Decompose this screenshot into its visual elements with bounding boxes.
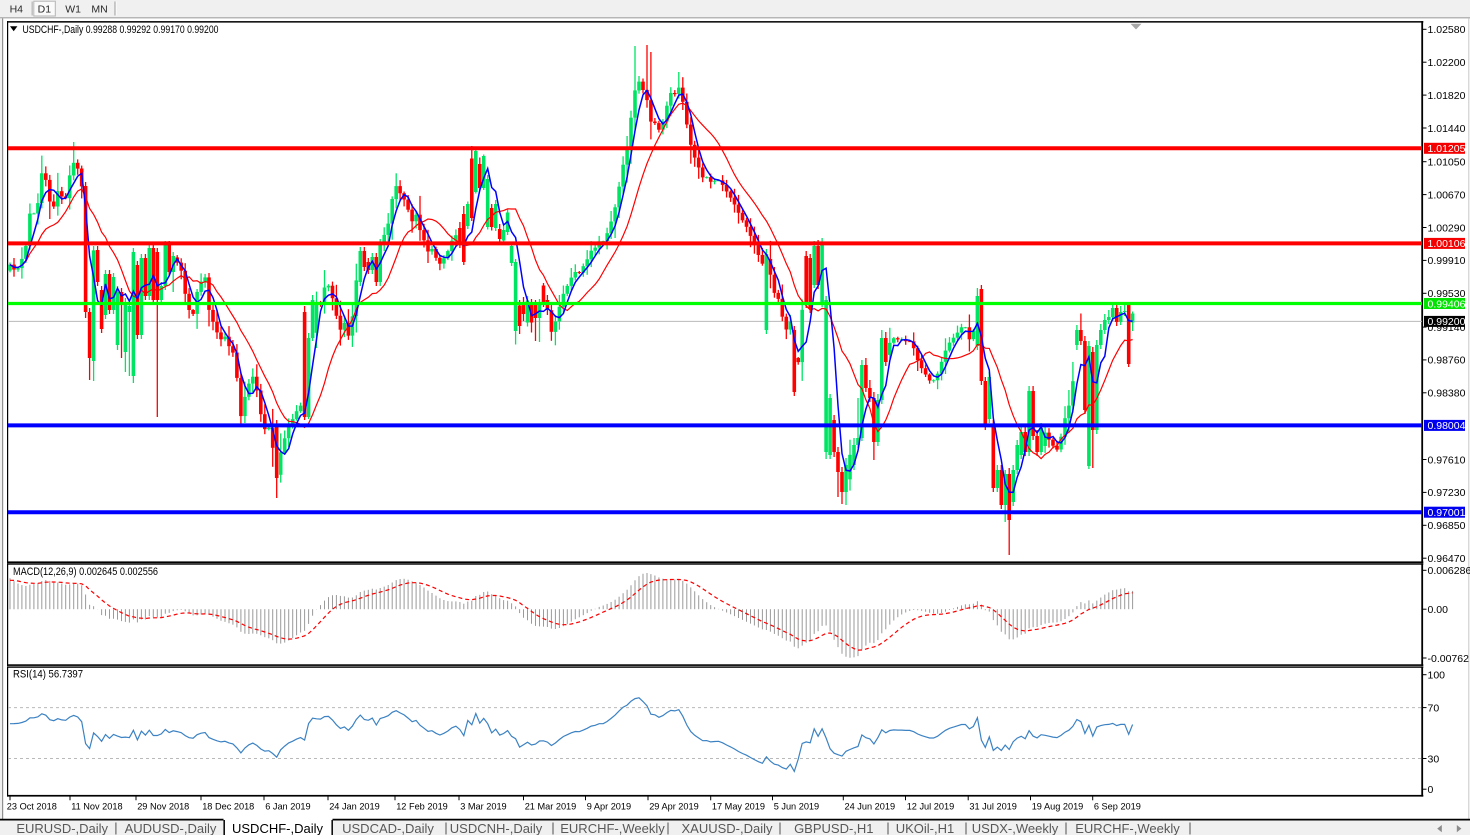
svg-text:70: 70 bbox=[1428, 702, 1440, 714]
svg-text:24 Jun 2019: 24 Jun 2019 bbox=[845, 801, 896, 811]
svg-text:31 Jul 2019: 31 Jul 2019 bbox=[969, 801, 1017, 811]
svg-text:MACD(12,26,9) 0.002645 0.00255: MACD(12,26,9) 0.002645 0.002556 bbox=[13, 566, 158, 578]
svg-text:H4: H4 bbox=[10, 3, 24, 15]
svg-text:USDCNH-,Daily: USDCNH-,Daily bbox=[450, 821, 543, 835]
svg-text:EURUSD-,Daily: EURUSD-,Daily bbox=[16, 821, 108, 835]
svg-text:GBPUSD-,H1: GBPUSD-,H1 bbox=[794, 821, 873, 835]
svg-text:XAUUSD-,Daily: XAUUSD-,Daily bbox=[681, 821, 773, 835]
svg-text:USDCHF-,Daily: USDCHF-,Daily bbox=[232, 821, 324, 835]
svg-text:0.97001: 0.97001 bbox=[1428, 507, 1466, 519]
svg-text:3 Mar 2019: 3 Mar 2019 bbox=[460, 801, 506, 811]
svg-text:1.01440: 1.01440 bbox=[1428, 123, 1466, 135]
svg-text:1.00106: 1.00106 bbox=[1428, 238, 1466, 250]
svg-text:EURCHF-,Weekly: EURCHF-,Weekly bbox=[560, 821, 665, 835]
svg-text:W1: W1 bbox=[65, 3, 81, 15]
svg-text:29 Apr 2019: 29 Apr 2019 bbox=[649, 801, 699, 811]
svg-text:0.96470: 0.96470 bbox=[1428, 553, 1466, 565]
svg-text:USDX-,Weekly: USDX-,Weekly bbox=[972, 821, 1059, 835]
svg-text:11 Nov 2018: 11 Nov 2018 bbox=[71, 801, 122, 811]
svg-text:23 Oct 2018: 23 Oct 2018 bbox=[7, 801, 57, 811]
svg-text:0.00: 0.00 bbox=[1428, 604, 1449, 616]
svg-text:1.01050: 1.01050 bbox=[1428, 157, 1466, 169]
svg-text:9 Apr 2019: 9 Apr 2019 bbox=[587, 801, 631, 811]
svg-text:USDCAD-,Daily: USDCAD-,Daily bbox=[342, 821, 434, 835]
svg-text:RSI(14) 56.7397: RSI(14) 56.7397 bbox=[13, 669, 83, 681]
svg-text:1.00290: 1.00290 bbox=[1428, 222, 1466, 234]
svg-text:18 Dec 2018: 18 Dec 2018 bbox=[202, 801, 254, 811]
svg-text:100: 100 bbox=[1428, 670, 1446, 682]
svg-text:5 Jun 2019: 5 Jun 2019 bbox=[774, 801, 819, 811]
svg-text:0.98760: 0.98760 bbox=[1428, 355, 1466, 367]
svg-text:-0.00762: -0.00762 bbox=[1428, 653, 1470, 665]
svg-text:0.97610: 0.97610 bbox=[1428, 454, 1466, 466]
svg-text:D1: D1 bbox=[38, 3, 52, 15]
svg-text:17 May 2019: 17 May 2019 bbox=[712, 801, 765, 811]
svg-text:19 Aug 2019: 19 Aug 2019 bbox=[1032, 801, 1084, 811]
svg-text:24 Jan 2019: 24 Jan 2019 bbox=[329, 801, 380, 811]
svg-text:6 Sep 2019: 6 Sep 2019 bbox=[1094, 801, 1141, 811]
svg-text:0.96850: 0.96850 bbox=[1428, 520, 1466, 532]
svg-text:21 Mar 2019: 21 Mar 2019 bbox=[525, 801, 577, 811]
svg-text:0.98380: 0.98380 bbox=[1428, 388, 1466, 400]
svg-text:30: 30 bbox=[1428, 753, 1440, 765]
svg-text:0.99910: 0.99910 bbox=[1428, 255, 1466, 267]
svg-text:1.02200: 1.02200 bbox=[1428, 57, 1466, 69]
svg-text:1.02580: 1.02580 bbox=[1428, 24, 1466, 36]
svg-text:1.01820: 1.01820 bbox=[1428, 90, 1466, 102]
svg-text:MN: MN bbox=[91, 3, 107, 15]
svg-text:12 Jul 2019: 12 Jul 2019 bbox=[907, 801, 955, 811]
svg-text:1.01205: 1.01205 bbox=[1428, 143, 1466, 155]
svg-text:AUDUSD-,Daily: AUDUSD-,Daily bbox=[125, 821, 217, 835]
svg-text:0.98004: 0.98004 bbox=[1428, 420, 1466, 432]
svg-text:0.006286: 0.006286 bbox=[1428, 565, 1470, 577]
svg-text:0: 0 bbox=[1428, 784, 1434, 796]
svg-text:0.99406: 0.99406 bbox=[1428, 298, 1466, 310]
svg-text:12 Feb 2019: 12 Feb 2019 bbox=[396, 801, 448, 811]
svg-text:USDCHF-,Daily 0.99288 0.99292: USDCHF-,Daily 0.99288 0.99292 0.99170 0.… bbox=[23, 24, 219, 36]
svg-text:0.97230: 0.97230 bbox=[1428, 487, 1466, 499]
svg-text:UKOil-,H1: UKOil-,H1 bbox=[896, 821, 955, 835]
svg-text:0.99200: 0.99200 bbox=[1428, 316, 1466, 328]
svg-text:1.00670: 1.00670 bbox=[1428, 189, 1466, 201]
svg-text:29 Nov 2018: 29 Nov 2018 bbox=[137, 801, 189, 811]
svg-text:EURCHF-,Weekly: EURCHF-,Weekly bbox=[1075, 821, 1180, 835]
svg-text:6 Jan 2019: 6 Jan 2019 bbox=[265, 801, 310, 811]
